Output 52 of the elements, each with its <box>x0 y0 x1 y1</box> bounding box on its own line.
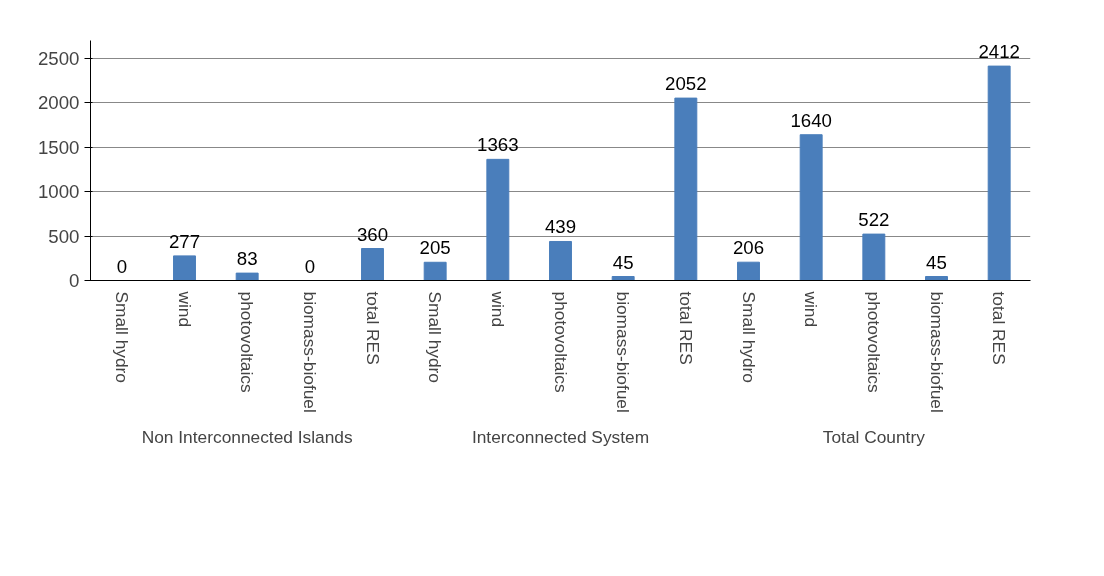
x-tick-label: photovoltaics <box>550 291 571 393</box>
bar <box>423 261 447 281</box>
bar <box>674 97 698 281</box>
text: Interconnected System <box>471 426 650 447</box>
x-tick-label: Small hydro <box>738 291 759 383</box>
bar <box>799 134 823 281</box>
x-tick-label: total RES <box>362 291 383 365</box>
bar <box>173 255 196 281</box>
x-tick-label: total RES <box>989 291 1010 365</box>
data-label: 277 <box>168 230 201 252</box>
x-tick-label: Small hydro <box>425 291 446 383</box>
data-label: 0 <box>304 255 316 277</box>
y-tick-label: 2500 <box>38 47 80 69</box>
y-tick-label: 500 <box>48 225 80 247</box>
data-label: 1640 <box>790 109 832 131</box>
data-label: 2412 <box>978 41 1020 63</box>
bar <box>862 233 886 281</box>
y-tick-label: 1500 <box>38 136 80 158</box>
x-tick-label: biomass-biofuel <box>926 291 947 413</box>
data-label: 360 <box>356 223 389 245</box>
data-label: 83 <box>236 248 258 270</box>
bar <box>611 276 635 281</box>
data-label: 1363 <box>477 134 519 156</box>
text: Non Interconnected Islands <box>141 426 353 447</box>
x-tick-label: biomass-biofuel <box>613 291 634 413</box>
data-label: 439 <box>544 216 577 238</box>
bar <box>361 248 384 281</box>
y-tick-label: 2000 <box>38 92 80 114</box>
x-tick-label: biomass-biofuel <box>299 291 320 413</box>
bar <box>235 272 259 281</box>
bar <box>737 261 760 281</box>
y-tick-label: 1000 <box>38 181 80 203</box>
x-tick-label: Small hydro <box>111 291 132 383</box>
data-label: 205 <box>419 237 451 259</box>
x-tick-label: photovoltaics <box>863 291 884 393</box>
x-tick-label: total RES <box>675 291 696 365</box>
bar <box>486 158 510 281</box>
x-tick-label: wind <box>487 290 508 328</box>
x-tick-label: wind <box>174 290 195 328</box>
x-tick-label: wind <box>801 290 822 328</box>
text: Total Country <box>822 426 926 447</box>
data-label: 45 <box>612 251 634 273</box>
bar <box>987 65 1011 281</box>
x-tick-label: photovoltaics <box>237 291 258 393</box>
data-label: 0 <box>116 255 128 277</box>
data-label: 2052 <box>665 73 707 95</box>
bar <box>549 240 572 281</box>
y-tick-label: 0 <box>69 270 80 291</box>
data-label: 206 <box>732 237 765 259</box>
data-label: 522 <box>858 209 890 231</box>
bar <box>925 276 948 281</box>
data-label: 45 <box>926 251 947 273</box>
